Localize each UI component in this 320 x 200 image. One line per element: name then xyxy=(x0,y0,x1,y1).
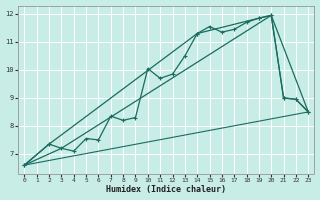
X-axis label: Humidex (Indice chaleur): Humidex (Indice chaleur) xyxy=(106,185,226,194)
